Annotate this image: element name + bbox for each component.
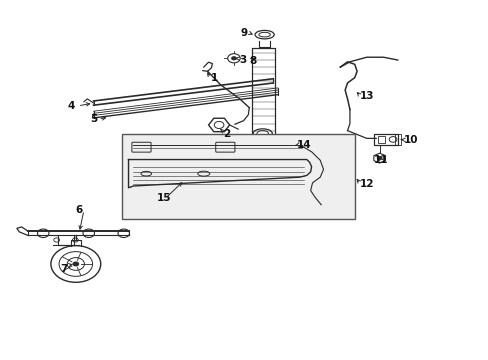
Text: 14: 14	[297, 140, 311, 150]
Text: 11: 11	[373, 154, 387, 165]
Circle shape	[231, 56, 236, 60]
Text: 5: 5	[90, 114, 97, 124]
Bar	[122, 134, 354, 219]
Text: 1: 1	[210, 73, 218, 83]
Text: 9: 9	[240, 27, 247, 37]
Circle shape	[376, 156, 382, 160]
Text: 8: 8	[249, 56, 256, 66]
Text: 13: 13	[359, 91, 373, 101]
Circle shape	[72, 261, 79, 266]
Bar	[395, 134, 400, 145]
Text: 7: 7	[60, 264, 67, 274]
Text: 2: 2	[223, 129, 230, 139]
Text: 15: 15	[157, 193, 171, 203]
Text: 3: 3	[239, 55, 246, 65]
Text: 4: 4	[67, 101, 74, 111]
Bar	[377, 136, 384, 143]
Text: 6: 6	[76, 205, 83, 215]
Bar	[373, 134, 397, 145]
Text: 12: 12	[359, 179, 373, 189]
Text: 10: 10	[403, 135, 417, 145]
